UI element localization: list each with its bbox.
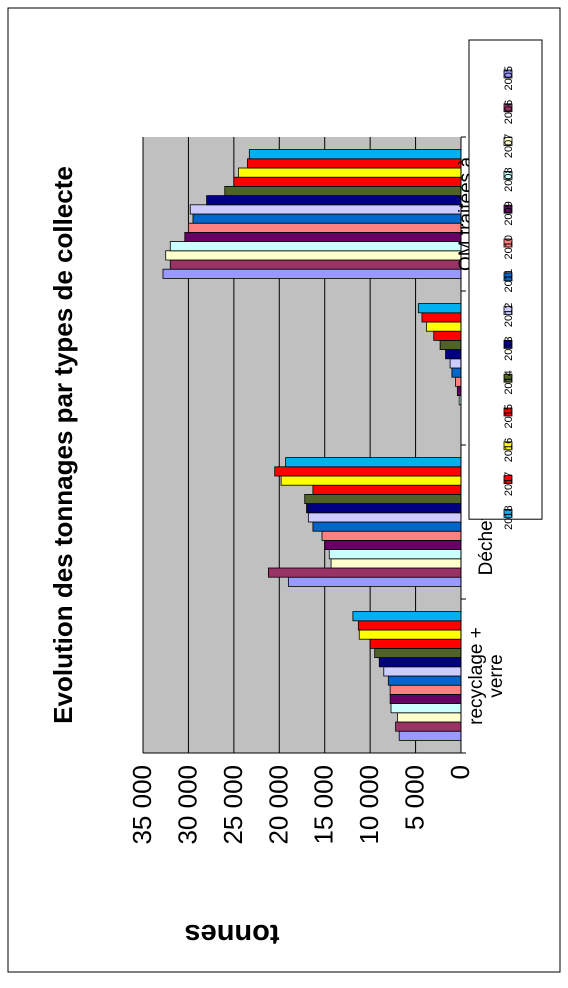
bar: [321, 530, 462, 541]
bar: [456, 385, 462, 396]
legend-label: 2017: [503, 472, 515, 496]
legend-label: 2005: [503, 66, 515, 90]
value-tick-label: 15 000: [309, 765, 339, 845]
legend-label: 2015: [503, 404, 515, 428]
legend-swatch: [503, 103, 513, 113]
legend-label: 2011: [503, 269, 515, 293]
value-tick-label: 5 000: [400, 765, 430, 830]
bar: [426, 321, 462, 332]
legend-label: 2016: [503, 438, 515, 462]
legend-label: 2012: [503, 303, 515, 327]
legend-swatch: [503, 306, 513, 316]
bar: [383, 666, 462, 677]
legend-swatch: [503, 373, 513, 383]
bar: [307, 512, 462, 523]
bar: [389, 694, 462, 705]
bar: [312, 484, 462, 495]
bar: [188, 222, 462, 233]
bar: [387, 675, 462, 686]
legend-swatch: [503, 238, 513, 248]
bar: [369, 638, 462, 649]
bar: [445, 349, 462, 360]
bar: [169, 241, 462, 252]
legend-label: 2007: [503, 134, 515, 158]
legend-box: [468, 39, 543, 520]
bar: [417, 303, 462, 314]
legend-label: 2014: [503, 370, 515, 394]
bar: [352, 611, 462, 622]
bar: [451, 367, 462, 378]
value-tick-label: 35 000: [127, 765, 157, 845]
value-tick-label: 30 000: [172, 765, 202, 845]
bar: [248, 149, 462, 160]
legend-swatch: [503, 272, 513, 282]
bar: [330, 558, 462, 569]
bar: [287, 576, 462, 587]
legend: 2005 2006 2007 2008 2009 2010 2011 2012 2013 2014…: [468, 39, 543, 530]
bar: [306, 503, 462, 514]
bar: [233, 176, 462, 187]
bar: [455, 376, 462, 387]
bar: [184, 231, 462, 242]
bar: [165, 250, 462, 261]
legend-swatch: [503, 508, 513, 518]
legend-swatch: [503, 475, 513, 485]
y-axis-title: tonnes: [184, 918, 279, 950]
bar: [206, 195, 462, 206]
legend-label: 2008: [503, 167, 515, 191]
legend-swatch: [503, 339, 513, 349]
legend-swatch: [503, 441, 513, 451]
bar: [358, 629, 462, 640]
bar: [328, 549, 462, 560]
bar: [439, 339, 462, 350]
value-tick-label: 20 000: [263, 765, 293, 845]
legend-swatch: [503, 69, 513, 79]
bar: [267, 567, 462, 578]
bar: [398, 730, 462, 741]
bar: [395, 721, 462, 732]
bar: [396, 712, 462, 723]
bar: [304, 493, 462, 504]
bar: [285, 457, 462, 468]
bar: [280, 475, 462, 486]
bars: [162, 149, 462, 741]
legend-label: 2006: [503, 100, 515, 124]
bar: [312, 521, 462, 532]
legend-swatch: [503, 204, 513, 214]
bar: [357, 620, 462, 631]
bar: [274, 466, 462, 477]
bar: [421, 312, 462, 323]
bar: [390, 703, 462, 714]
category-ticks: [461, 136, 466, 754]
plot-area-group: [142, 136, 466, 754]
legend-swatch: [503, 170, 513, 180]
bar: [433, 330, 462, 341]
bar: [169, 259, 462, 270]
bar: [374, 648, 462, 659]
bar: [162, 268, 462, 279]
legend-label: 2018: [503, 505, 515, 529]
bar: [247, 158, 462, 169]
bar: [378, 657, 462, 668]
chart-title: Evolution des tonnages par types de coll…: [48, 166, 78, 724]
value-tick-label: 0: [445, 765, 475, 779]
bar: [237, 167, 462, 178]
value-tick-label: 25 000: [218, 765, 248, 845]
legend-label: 2009: [503, 201, 515, 225]
bar: [189, 204, 462, 215]
bar: [449, 358, 462, 369]
legend-label: 2010: [503, 235, 515, 259]
value-tick-labels: 0 5 000 10 000 15 000 20 000 25 000 30 000 35 0…: [127, 765, 475, 845]
bar: [224, 185, 462, 196]
bar: [192, 213, 462, 224]
legend-swatch: [503, 137, 513, 147]
category-label: recyclage +verre: [466, 627, 507, 725]
value-tick-label: 10 000: [354, 765, 384, 845]
legend-label: 2013: [503, 336, 515, 360]
legend-swatch: [503, 407, 513, 417]
bar: [389, 684, 462, 695]
bar: [324, 540, 462, 551]
